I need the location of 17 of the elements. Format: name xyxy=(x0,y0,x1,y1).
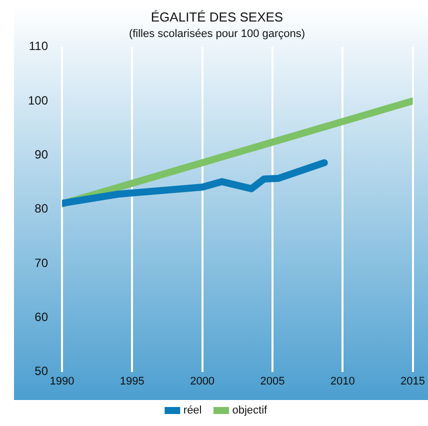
legend-label: objectif xyxy=(232,404,268,417)
y-tick-label: 50 xyxy=(34,364,48,378)
y-tick-label: 110 xyxy=(28,39,48,54)
y-tick-label: 70 xyxy=(34,256,48,270)
x-tick-label: 1990 xyxy=(50,375,74,388)
x-tick-label: 2015 xyxy=(400,375,426,388)
y-tick-label: 60 xyxy=(34,310,48,324)
y-tick-label: 90 xyxy=(34,147,48,162)
x-tick-label: 2000 xyxy=(190,375,215,388)
legend-label: réel xyxy=(183,404,202,417)
chart-subtitle: (filles scolarisées pour 100 garçons) xyxy=(128,28,306,40)
x-tick-label: 1995 xyxy=(120,375,144,388)
y-tick-label: 100 xyxy=(28,93,48,108)
chart-title: ÉGALITÉ DES SEXES xyxy=(150,9,284,24)
x-tick-label: 2010 xyxy=(330,375,355,388)
y-tick-label: 80 xyxy=(34,202,48,216)
x-tick-label: 2005 xyxy=(260,375,285,388)
